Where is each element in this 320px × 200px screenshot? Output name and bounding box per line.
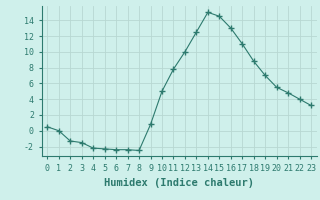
X-axis label: Humidex (Indice chaleur): Humidex (Indice chaleur) bbox=[104, 178, 254, 188]
